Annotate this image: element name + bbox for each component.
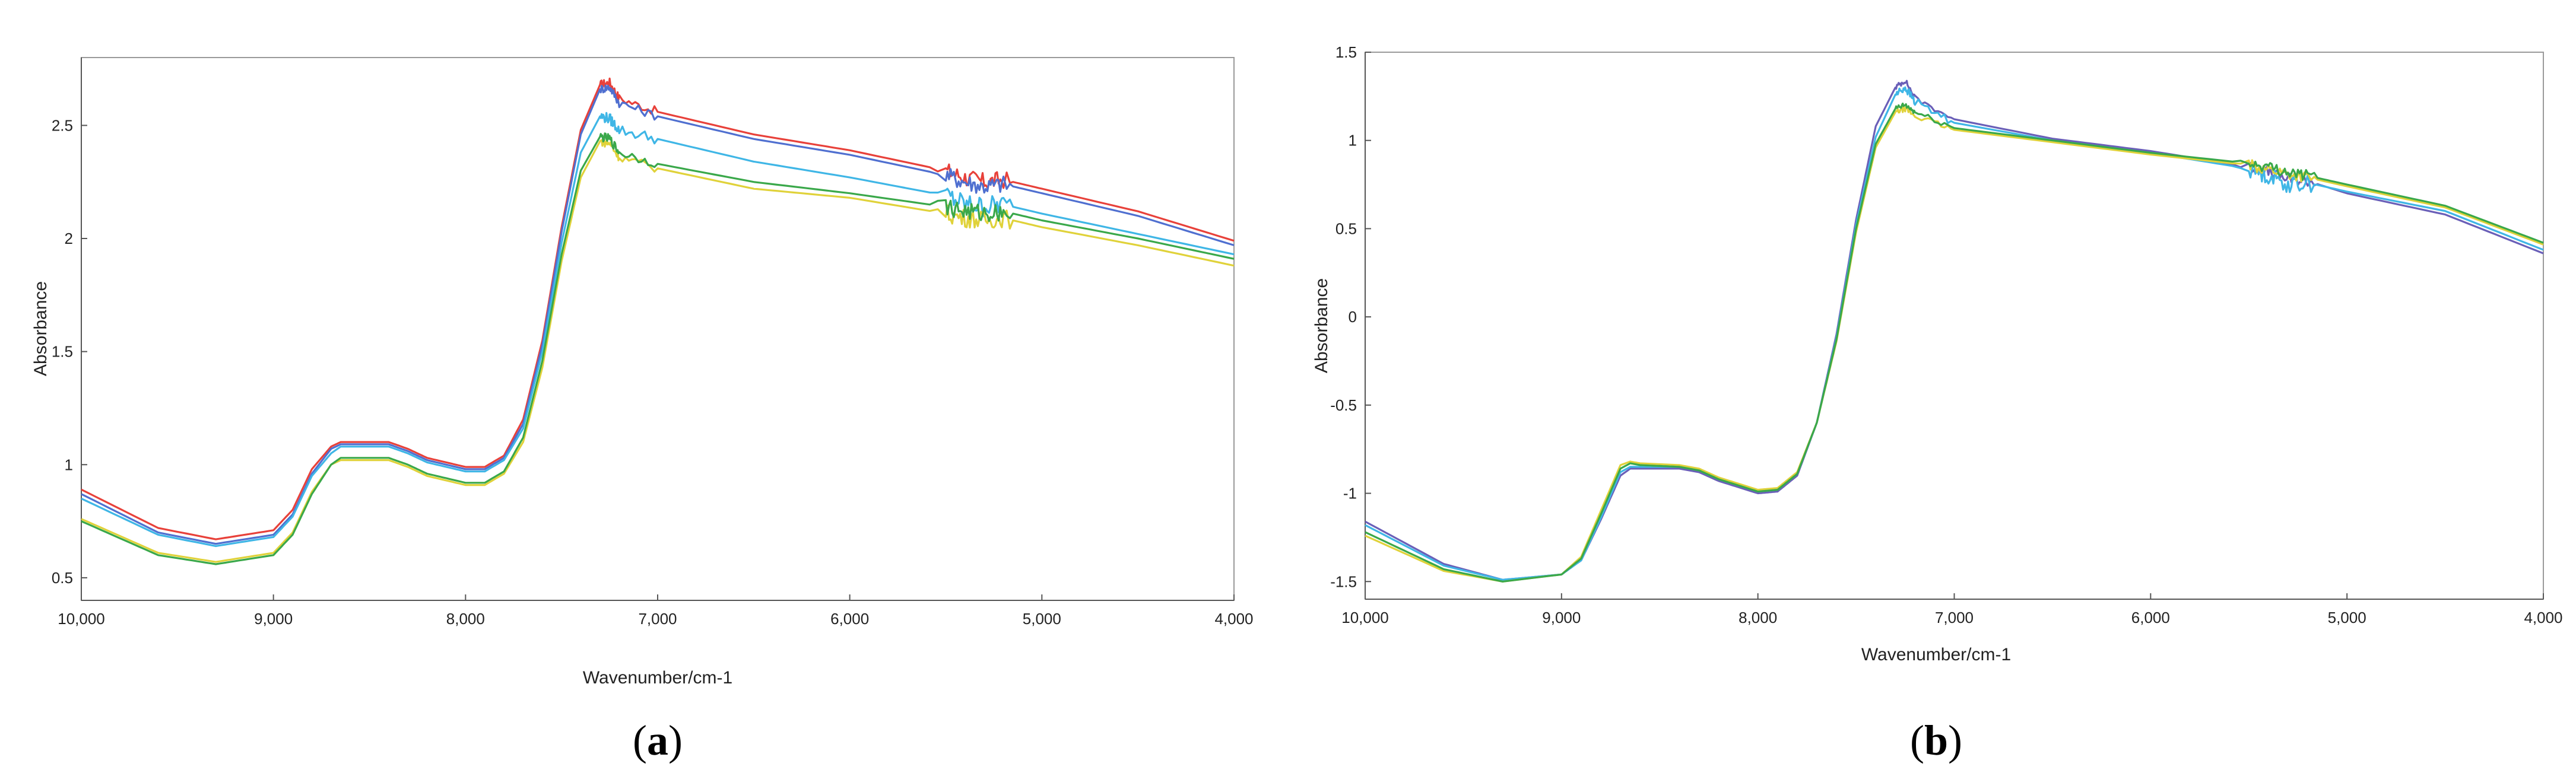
series-line — [81, 137, 1235, 563]
plot-area-a: 10,000 9,000 8,000 7,000 6,000 5,000 4,000 0.5 1… — [52, 77, 1254, 628]
x-tick-label: 7,000 — [638, 610, 677, 628]
x-tick-label: 7,000 — [1935, 609, 1974, 626]
y-tick-label: -1 — [1343, 485, 1357, 502]
y-axis-label-a: Absorbance — [31, 281, 50, 376]
x-tick-label: 9,000 — [1542, 609, 1581, 626]
x-tick-label: 6,000 — [830, 610, 869, 628]
series-line — [81, 132, 1235, 565]
y-tick-label: 0.5 — [1335, 220, 1357, 237]
series-line — [1365, 86, 2544, 581]
panel-label-b: (b) — [1910, 717, 1962, 764]
x-tick-label: 4,000 — [1214, 610, 1253, 628]
y-tick-label: 2.5 — [52, 116, 73, 134]
y-tick-label: -0.5 — [1330, 396, 1357, 414]
y-tick-label: 1 — [65, 456, 73, 473]
series-line — [81, 77, 1235, 540]
series-line — [81, 112, 1235, 548]
chart-panel-a: 10,000 9,000 8,000 7,000 6,000 5,000 4,000 0.5 1… — [31, 57, 1254, 764]
y-tick-label: -1.5 — [1330, 572, 1357, 590]
panel-label-a: (a) — [633, 717, 683, 764]
y-tick-label: 0.5 — [52, 569, 73, 587]
plot-area-b: 10,000 9,000 8,000 7,000 6,000 5,000 4,000 -1.5… — [1330, 43, 2562, 626]
x-tick-label: 4,000 — [2524, 609, 2562, 626]
series-line — [1365, 102, 2544, 583]
x-tick-label: 10,000 — [1341, 609, 1389, 626]
y-tick-label: 2 — [65, 230, 73, 247]
x-axis-label-a: Wavenumber/cm-1 — [583, 668, 732, 688]
x-tick-label: 9,000 — [254, 610, 293, 628]
panel-letter-b: b — [1924, 717, 1948, 764]
y-tick-label: 0 — [1349, 308, 1357, 326]
x-tick-label: 8,000 — [446, 610, 485, 628]
x-axis-label-b: Wavenumber/cm-1 — [1861, 645, 2011, 664]
x-tick-label: 5,000 — [2328, 609, 2366, 626]
y-tick-label: 1.5 — [52, 343, 73, 361]
series-line — [1365, 105, 2544, 583]
y-tick-label: 1.5 — [1335, 43, 1357, 61]
x-tick-label: 8,000 — [1739, 609, 1777, 626]
series-line — [81, 84, 1235, 545]
series-line — [1365, 79, 2544, 581]
panel-letter-a: a — [647, 717, 668, 764]
x-tick-label: 5,000 — [1023, 610, 1061, 628]
chart-panel-b: 10,000 9,000 8,000 7,000 6,000 5,000 4,000 -1.5… — [1312, 43, 2563, 764]
x-tick-label: 10,000 — [58, 610, 105, 628]
y-tick-label: 1 — [1349, 132, 1357, 149]
x-tick-label: 6,000 — [2131, 609, 2170, 626]
y-axis-label-b: Absorbance — [1312, 278, 1331, 373]
plot-frame-b — [1365, 52, 2544, 600]
